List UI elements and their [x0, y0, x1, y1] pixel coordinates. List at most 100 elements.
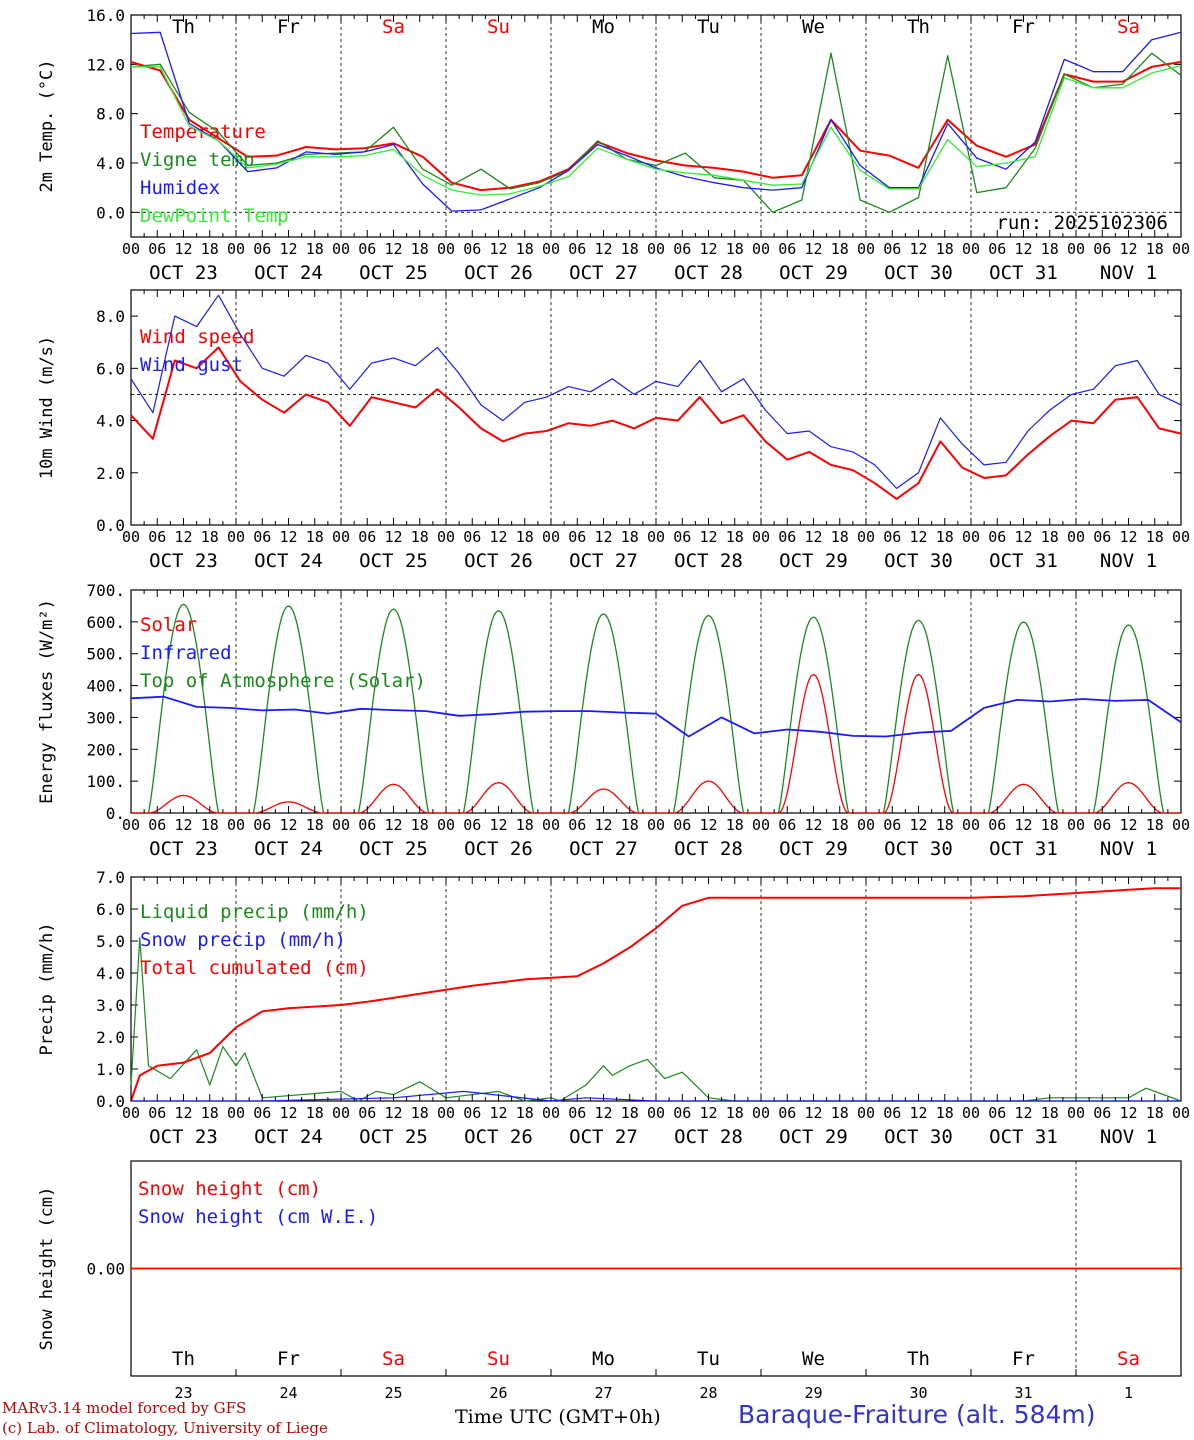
weekday-label-bottom: Sa — [382, 1348, 405, 1370]
wind-series-line — [130, 294, 1182, 489]
hour-tick-label: 12 — [1119, 1104, 1137, 1122]
temp-legend-entry: Vigne temp — [140, 149, 254, 171]
date-label: OCT 30 — [884, 838, 953, 860]
hour-tick-label: 00 — [227, 816, 245, 834]
hour-tick-label: 00 — [332, 240, 350, 258]
hour-tick-label: 06 — [463, 1104, 481, 1122]
date-label: NOV 1 — [1100, 838, 1157, 860]
hour-tick-label: 06 — [568, 240, 586, 258]
hour-tick-label: 00 — [857, 816, 875, 834]
hour-tick-label: 00 — [752, 816, 770, 834]
hour-tick-label: 18 — [411, 240, 429, 258]
weekday-label-bottom: Tu — [697, 1348, 720, 1370]
hour-tick-label: 12 — [279, 528, 297, 546]
hour-tick-label: 06 — [988, 816, 1006, 834]
hour-tick-label: 18 — [831, 528, 849, 546]
hour-tick-label: 18 — [621, 528, 639, 546]
hour-tick-label: 12 — [489, 240, 507, 258]
y-tick-label: 0.00 — [86, 1260, 125, 1279]
hour-tick-label: 00 — [1172, 1104, 1190, 1122]
hour-tick-label: 18 — [726, 240, 744, 258]
hour-tick-label: 06 — [253, 1104, 271, 1122]
energy-legend-entry: Solar — [140, 614, 197, 636]
y-tick-label: 4.0 — [96, 154, 125, 173]
temp-series-line — [130, 60, 1182, 192]
hour-tick-label: 00 — [122, 1104, 140, 1122]
y-tick-label: 3.0 — [96, 996, 125, 1015]
toa-solar-line — [131, 603, 1181, 814]
hour-tick-label: 06 — [358, 528, 376, 546]
x-axis-title: Time UTC (GMT+0h) — [455, 1406, 661, 1428]
hour-tick-label: 18 — [936, 528, 954, 546]
energy-legend-entry: Infrared — [140, 642, 232, 664]
y-tick-label: 8.0 — [96, 105, 125, 124]
hour-tick-label: 06 — [463, 528, 481, 546]
date-label: OCT 29 — [779, 262, 848, 284]
date-label: NOV 1 — [1100, 1126, 1157, 1148]
hour-tick-label: 12 — [1119, 816, 1137, 834]
hour-tick-label: 18 — [516, 816, 534, 834]
weekday-label-top: We — [802, 16, 825, 38]
hour-tick-label: 06 — [463, 816, 481, 834]
hour-tick-label: 06 — [988, 1104, 1006, 1122]
weekday-label-bottom: Mo — [592, 1348, 615, 1370]
hour-tick-label: 18 — [726, 816, 744, 834]
hour-tick-label: 18 — [516, 240, 534, 258]
y-axis-label: Snow height (cm) — [37, 1187, 57, 1351]
hour-tick-label: 18 — [726, 528, 744, 546]
hour-tick-label: 18 — [621, 816, 639, 834]
infrared-line — [130, 695, 1182, 738]
hour-tick-label: 06 — [568, 528, 586, 546]
date-label: OCT 26 — [464, 838, 533, 860]
day-number-label: 28 — [699, 1384, 717, 1402]
hour-tick-label: 12 — [909, 528, 927, 546]
hour-tick-label: 06 — [1093, 816, 1111, 834]
y-tick-label: 4.0 — [96, 964, 125, 983]
date-label: OCT 26 — [464, 262, 533, 284]
weekday-label-top: Th — [907, 16, 930, 38]
hour-tick-label: 18 — [936, 1104, 954, 1122]
hour-tick-label: 00 — [647, 1104, 665, 1122]
date-label: OCT 29 — [779, 550, 848, 572]
hour-tick-label: 12 — [279, 1104, 297, 1122]
y-tick-label: 8.0 — [96, 307, 125, 326]
hour-tick-label: 18 — [936, 240, 954, 258]
snow-legend-entry: Snow height (cm W.E.) — [138, 1206, 378, 1228]
date-label: OCT 25 — [359, 838, 428, 860]
day-number-label: 25 — [384, 1384, 402, 1402]
energy-legend-entry: Top of Atmosphere (Solar) — [140, 670, 426, 692]
hour-tick-label: 06 — [673, 816, 691, 834]
y-tick-label: 0.0 — [96, 203, 125, 222]
hour-tick-label: 00 — [437, 1104, 455, 1122]
precip-legend-entry: Total cumulated (cm) — [140, 957, 369, 979]
date-label: OCT 23 — [149, 550, 218, 572]
hour-tick-label: 12 — [804, 528, 822, 546]
hour-tick-label: 06 — [253, 528, 271, 546]
y-tick-label: 0.0 — [96, 516, 125, 535]
y-tick-label: 1.0 — [96, 1060, 125, 1079]
day-number-label: 27 — [594, 1384, 612, 1402]
hour-tick-label: 00 — [962, 1104, 980, 1122]
hour-tick-label: 12 — [699, 816, 717, 834]
y-tick-label: 2.0 — [96, 1028, 125, 1047]
date-label: OCT 30 — [884, 550, 953, 572]
date-label: OCT 31 — [989, 1126, 1058, 1148]
date-label: OCT 24 — [254, 262, 323, 284]
hour-tick-label: 00 — [752, 1104, 770, 1122]
day-number-label: 29 — [804, 1384, 822, 1402]
date-label: OCT 27 — [569, 838, 638, 860]
wind-series-line — [130, 346, 1182, 500]
weekday-label-bottom: Th — [907, 1348, 930, 1370]
hour-tick-label: 18 — [201, 1104, 219, 1122]
hour-tick-label: 18 — [201, 528, 219, 546]
temp-legend-entry: DewPoint Temp — [140, 205, 289, 227]
y-axis-label: 2m Temp. (°C) — [37, 59, 57, 192]
day-number-label: 26 — [489, 1384, 507, 1402]
hour-tick-label: 12 — [1014, 816, 1032, 834]
footer-model: MARv3.14 model forced by GFS — [2, 1399, 247, 1417]
weekday-label-bottom: We — [802, 1348, 825, 1370]
date-label: OCT 29 — [779, 838, 848, 860]
date-label: OCT 28 — [674, 1126, 743, 1148]
day-number-label: 30 — [909, 1384, 927, 1402]
hour-tick-label: 06 — [883, 816, 901, 834]
